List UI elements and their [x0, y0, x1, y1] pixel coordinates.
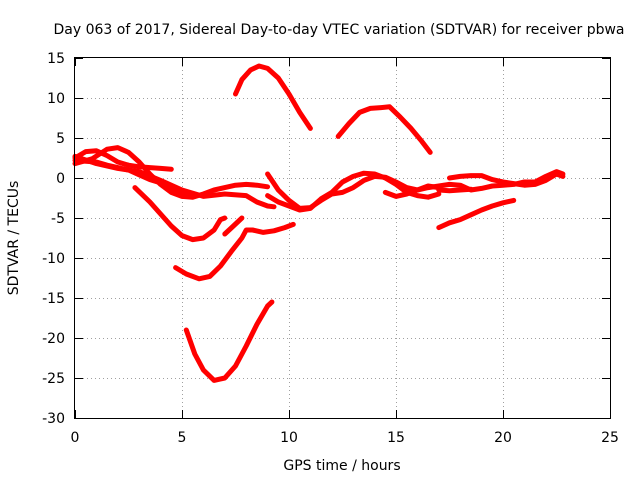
series-layer — [72, 63, 566, 383]
series-pass-07 — [222, 215, 245, 237]
x-tick-label: 25 — [601, 430, 619, 446]
y-tick-label: 5 — [56, 131, 65, 147]
series-pass-16 — [436, 197, 517, 231]
series-pass-14 — [436, 186, 474, 194]
x-tick-label: 15 — [387, 430, 405, 446]
plot-frame — [74, 57, 611, 419]
y-tick-label: 0 — [56, 171, 65, 187]
grid-lines — [75, 58, 610, 418]
y-tick-label: -10 — [42, 251, 65, 267]
y-tick-label: -5 — [51, 211, 65, 227]
series-pass-06 — [173, 221, 296, 282]
series-pass-15 — [447, 171, 566, 188]
series-pass-01 — [72, 148, 174, 172]
series-pass-09 — [233, 63, 313, 131]
y-tick-label: -15 — [42, 291, 65, 307]
series-pass-05 — [132, 185, 228, 243]
y-axis-label: SDTVAR / TECUs — [6, 181, 22, 296]
y-tick-label: 10 — [47, 91, 65, 107]
x-tick-label: 0 — [71, 430, 80, 446]
x-tick-label: 20 — [494, 430, 512, 446]
y-tick-labels: 15 10 5 0 -5 -10 -15 -20 -25 -30 — [42, 51, 65, 427]
series-pass-11 — [265, 171, 442, 211]
x-axis-label: GPS time / hours — [283, 458, 400, 474]
y-tick-label: -20 — [42, 331, 65, 347]
y-tick-label: -25 — [42, 371, 65, 387]
y-tick-label: -30 — [42, 411, 65, 427]
axis-ticks — [75, 58, 611, 419]
series-pass-08 — [183, 299, 275, 383]
series-pass-04 — [72, 153, 277, 210]
x-tick-label: 5 — [178, 430, 187, 446]
x-tick-label: 10 — [280, 430, 298, 446]
x-tick-labels: 0 5 10 15 20 25 — [71, 430, 619, 446]
series-pass-02 — [72, 145, 271, 200]
series-pass-10 — [335, 104, 433, 155]
y-tick-label: 15 — [47, 51, 65, 67]
chart-title: Day 063 of 2017, Sidereal Day-to-day VTE… — [53, 22, 624, 38]
